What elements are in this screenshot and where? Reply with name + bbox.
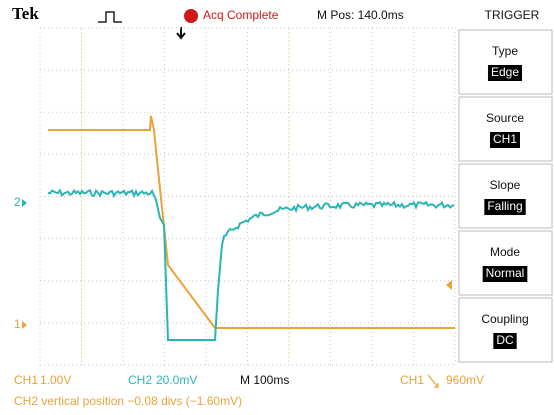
menu-label: Slope (490, 178, 521, 192)
trigger-menu: Type Edge Source CH1 Slope Falling Mode Normal C… (459, 30, 552, 362)
acq-status: Acq Complete (203, 8, 279, 22)
ch2-scale: 20.0mV (156, 373, 197, 387)
menu-box[interactable] (459, 298, 552, 362)
menu-value: Normal (486, 266, 525, 280)
menu-value: CH1 (493, 132, 517, 146)
menu-label: Type (492, 44, 518, 58)
trigger-source: CH1 (400, 373, 424, 387)
menu-title: TRIGGER (485, 8, 540, 22)
brand: Tek (12, 4, 39, 23)
menu-box[interactable] (459, 30, 552, 94)
ch1-marker: 1 (14, 317, 21, 331)
ch2-marker: 2 (14, 195, 21, 209)
m-position: M Pos: 140.0ms (317, 8, 404, 22)
trigger-level: 960mV (446, 373, 484, 387)
status-message: CH2 vertical position −0.08 divs (−1.60m… (14, 394, 242, 408)
status-dot (184, 9, 198, 23)
timebase: M 100ms (240, 373, 289, 387)
menu-label: Source (486, 111, 524, 125)
ch1-label: CH1 (14, 373, 38, 387)
menu-label: Coupling (481, 312, 528, 326)
oscilloscope-screen: Tek Acq Complete M Pos: 140.0ms TRIGGER … (0, 0, 554, 415)
menu-label: Mode (490, 245, 520, 259)
menu-box[interactable] (459, 231, 552, 295)
menu-value: Edge (491, 65, 519, 79)
menu-box[interactable] (459, 164, 552, 228)
menu-box[interactable] (459, 97, 552, 161)
ch1-scale: 1.00V (40, 373, 71, 387)
menu-value: DC (496, 333, 514, 347)
menu-value: Falling (487, 199, 522, 213)
ch2-label: CH2 (128, 373, 152, 387)
